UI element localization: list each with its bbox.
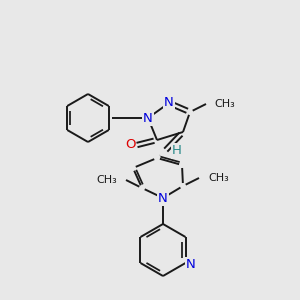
Text: CH₃: CH₃	[214, 99, 235, 109]
Text: N: N	[164, 97, 174, 110]
Text: CH₃: CH₃	[96, 175, 117, 185]
Text: N: N	[143, 112, 153, 124]
Text: O: O	[125, 139, 135, 152]
Text: N: N	[186, 259, 195, 272]
Text: H: H	[172, 145, 182, 158]
Text: CH₃: CH₃	[208, 173, 229, 183]
Text: N: N	[158, 191, 168, 205]
